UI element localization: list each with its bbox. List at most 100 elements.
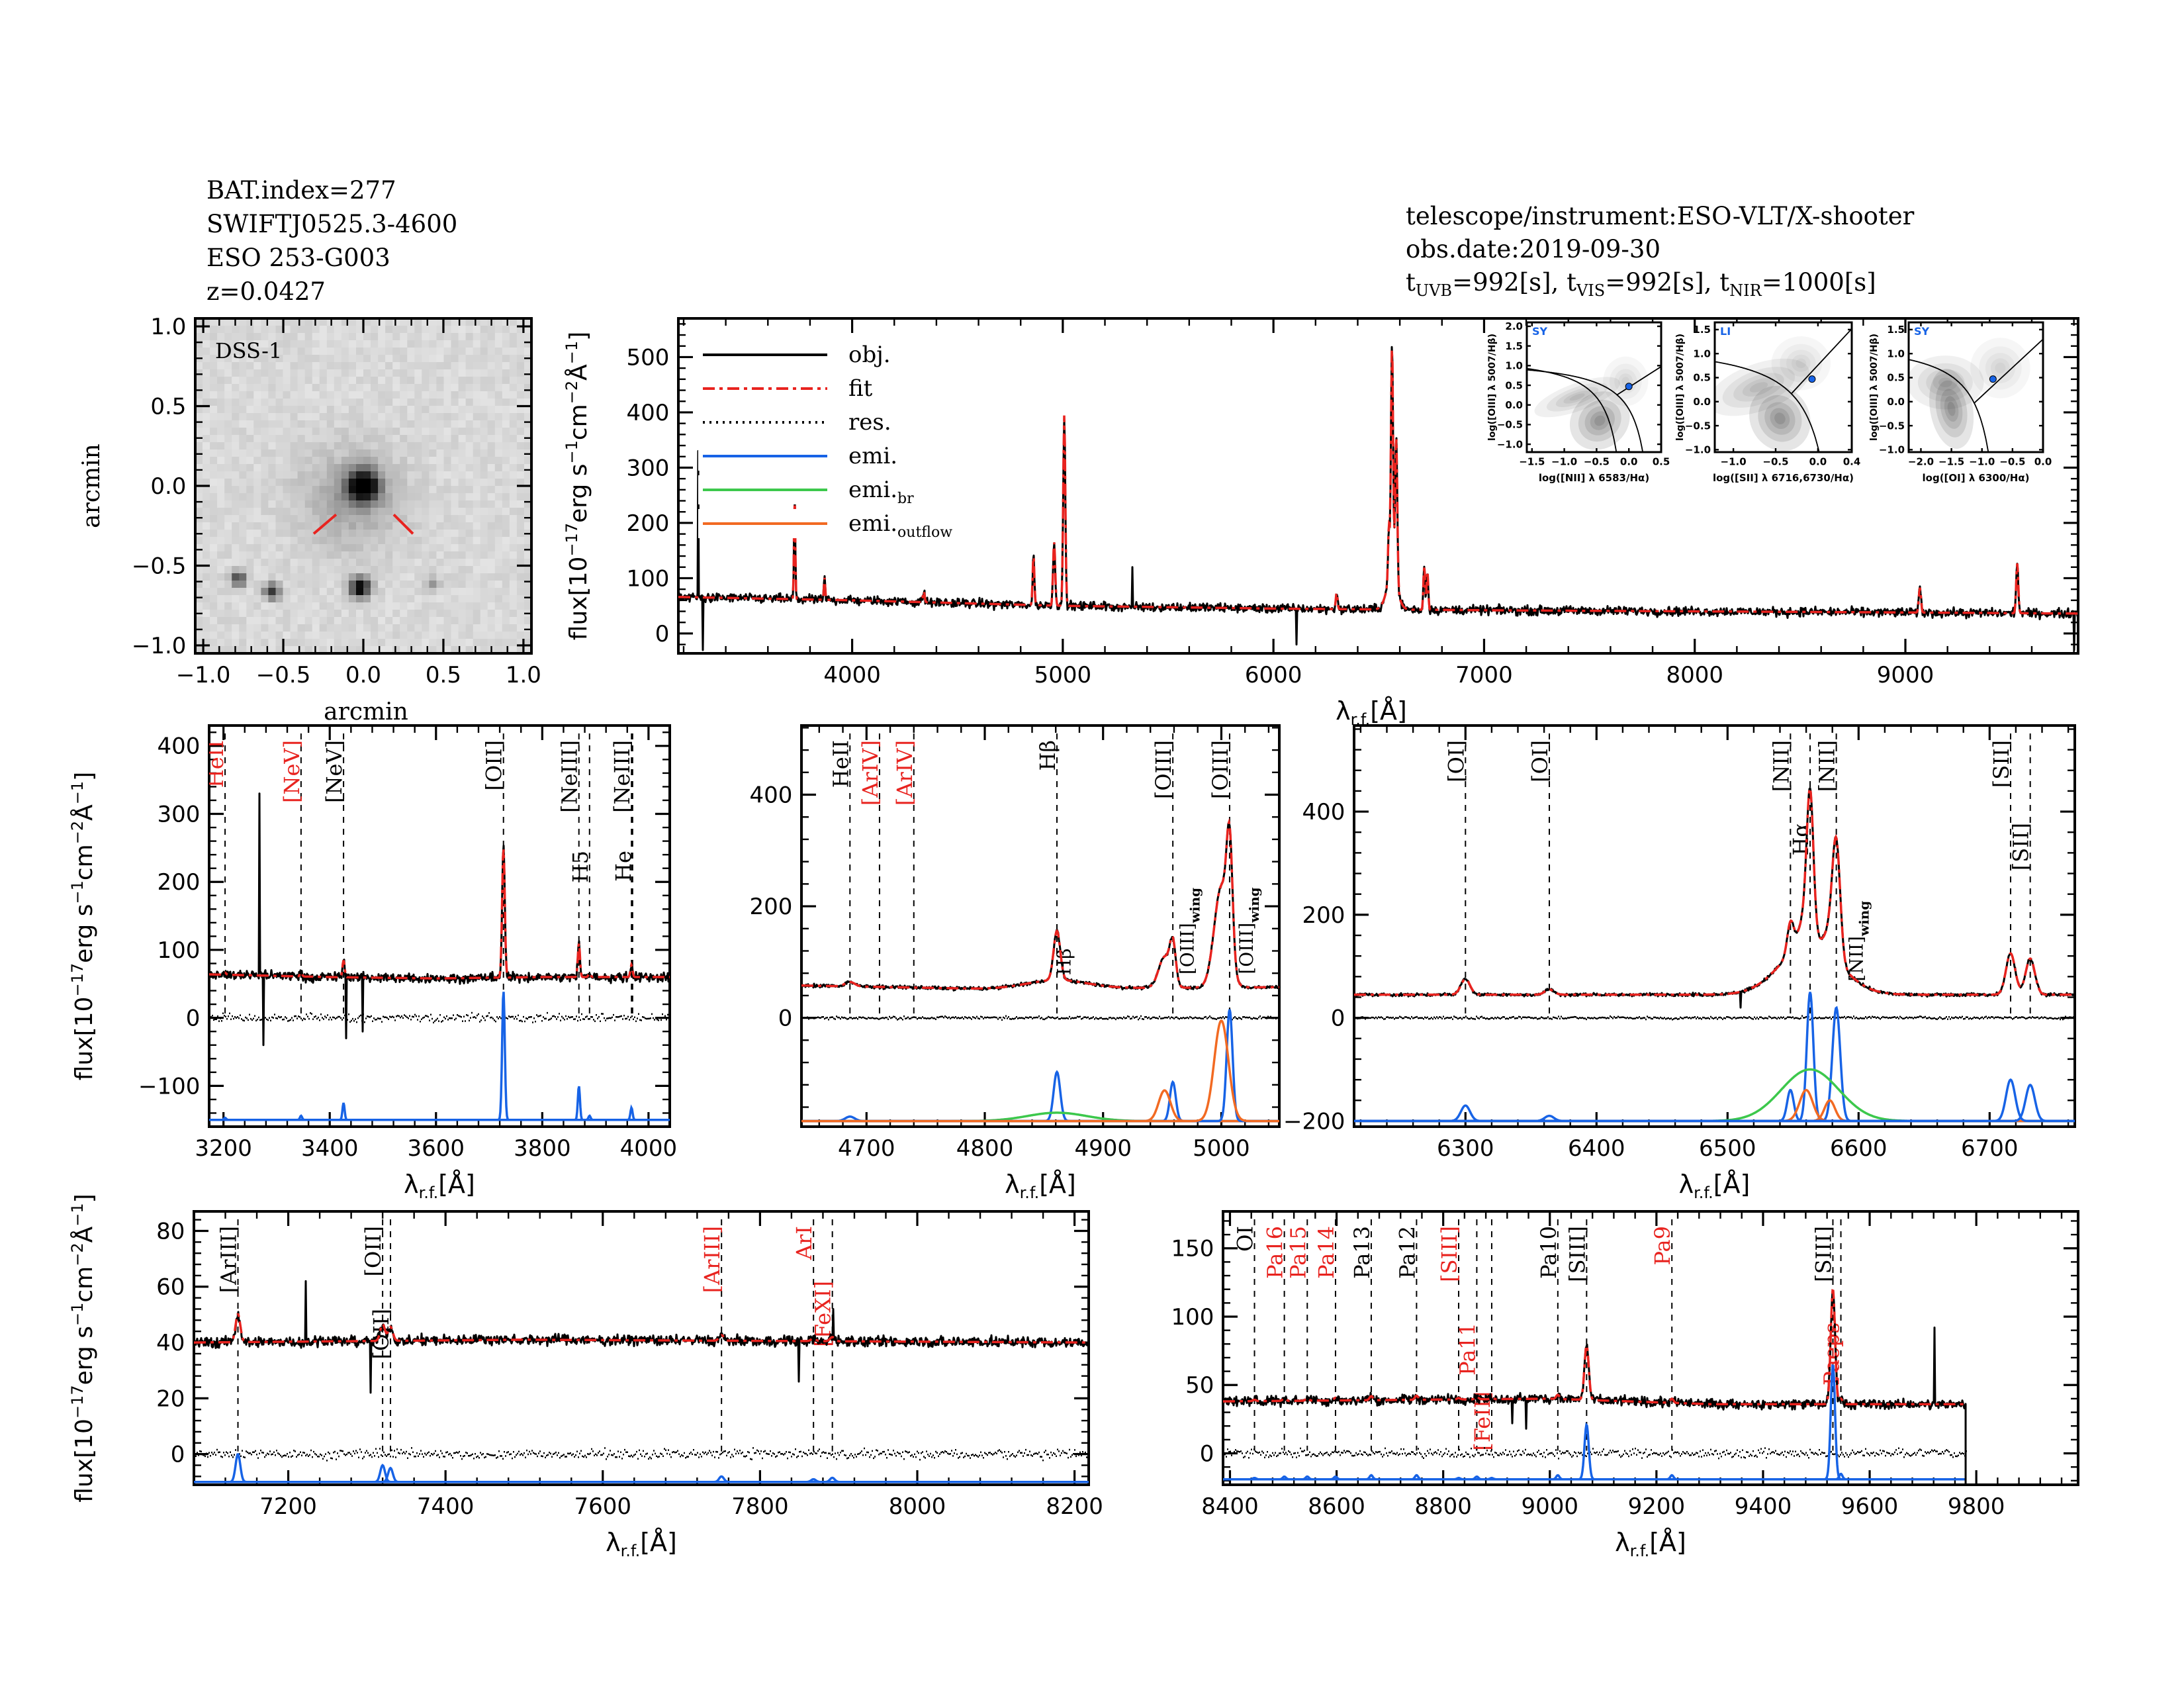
image-pixel <box>407 464 415 472</box>
image-pixel <box>407 391 415 399</box>
image-pixel <box>203 420 210 428</box>
image-pixel <box>261 515 269 523</box>
image-pixel <box>217 420 225 428</box>
image-pixel <box>319 442 328 450</box>
image-pixel <box>341 479 349 487</box>
image-pixel <box>371 530 379 538</box>
image-pixel <box>385 318 393 326</box>
image-pixel <box>253 326 261 334</box>
image-pixel <box>516 500 525 508</box>
image-pixel <box>253 595 261 603</box>
image-pixel <box>414 428 422 436</box>
y-tick-label: 1.5 <box>1505 340 1523 352</box>
x-tick-label: 0.0 <box>1620 456 1638 468</box>
image-pixel <box>283 602 291 610</box>
image-pixel <box>239 457 247 465</box>
image-pixel <box>509 362 518 370</box>
image-pixel <box>407 573 415 581</box>
image-pixel <box>516 369 525 377</box>
image-pixel <box>429 340 437 348</box>
line-label: [NII] <box>1815 740 1840 792</box>
image-pixel <box>494 508 503 516</box>
image-pixel <box>480 348 488 355</box>
image-pixel <box>371 588 379 596</box>
image-pixel <box>436 442 444 450</box>
exposure-band: UVB <box>1415 281 1453 300</box>
line-label: HeII <box>828 740 853 788</box>
image-pixel <box>436 588 444 596</box>
image-pixel <box>422 435 430 443</box>
image-pixel <box>371 581 379 588</box>
image-pixel <box>451 544 459 552</box>
image-pixel <box>524 515 532 523</box>
image-pixel <box>246 530 254 538</box>
density-contour <box>1749 382 1768 393</box>
density-contour <box>1940 389 1963 429</box>
image-pixel <box>319 551 328 559</box>
image-pixel <box>319 449 328 457</box>
image-pixel <box>509 500 518 508</box>
image-pixel <box>443 384 452 392</box>
image-pixel <box>443 581 452 588</box>
image-pixel <box>436 471 444 479</box>
image-pixel <box>246 428 254 436</box>
image-pixel <box>385 340 393 348</box>
image-pixel <box>210 362 218 370</box>
emission-component-narrow <box>1354 1006 2075 1123</box>
image-pixel <box>422 457 430 465</box>
image-pixel <box>509 464 518 472</box>
image-pixel <box>363 493 371 501</box>
plot-area: [OI] [OI] [NII]Hα[NII] [SII][SII][NII]wing <box>1354 733 2075 1123</box>
density-contour <box>1758 395 1802 442</box>
image-pixel <box>422 595 430 603</box>
image-pixel <box>290 471 298 479</box>
image-pixel <box>487 639 496 647</box>
image-pixel <box>473 442 481 450</box>
image-pixel <box>392 369 400 377</box>
image-pixel <box>356 588 364 596</box>
image-pixel <box>487 471 496 479</box>
image-pixel <box>502 508 510 516</box>
density-contour <box>1590 411 1610 430</box>
density-contour <box>1569 391 1630 450</box>
image-pixel <box>458 486 467 494</box>
y-tick-label: 0 <box>778 1006 793 1032</box>
spectrum-panel-nir: 8400 8600 8800 9000 9200 9400 9600 980005010015… <box>1171 1210 2079 1560</box>
image-pixel <box>290 457 298 465</box>
image-pixel <box>451 348 459 355</box>
image-pixel <box>458 384 467 392</box>
image-pixel <box>290 442 298 450</box>
x-tick-label: 9800 <box>1948 1493 2005 1520</box>
image-pixel <box>334 624 342 632</box>
y-tick-label: 400 <box>749 782 792 808</box>
image-pixel <box>312 442 320 450</box>
image-pixel <box>487 508 496 516</box>
image-pixel <box>356 617 364 625</box>
image-pixel <box>246 333 254 341</box>
image-pixel <box>509 326 518 334</box>
image-pixel <box>210 355 218 363</box>
image-pixel <box>239 588 247 596</box>
image-pixel <box>283 471 291 479</box>
image-pixel <box>385 588 393 596</box>
image-pixel <box>400 362 408 370</box>
image-pixel <box>210 610 218 618</box>
image-pixel <box>422 646 430 654</box>
image-pixel <box>297 369 306 377</box>
image-pixel <box>253 420 261 428</box>
image-pixel <box>487 435 496 443</box>
image-pixel <box>451 318 459 326</box>
image-pixel <box>326 624 335 632</box>
image-pixel <box>509 595 518 603</box>
image-pixel <box>480 646 488 654</box>
image-pixel <box>407 406 415 414</box>
image-pixel <box>312 340 320 348</box>
image-pixel <box>268 428 276 436</box>
image-pixel <box>312 399 320 406</box>
image-pixel <box>224 384 232 392</box>
image-pixel <box>516 493 525 501</box>
image-pixel <box>312 602 320 610</box>
image-pixel <box>312 624 320 632</box>
image-pixel <box>407 588 415 596</box>
image-pixel <box>210 420 218 428</box>
